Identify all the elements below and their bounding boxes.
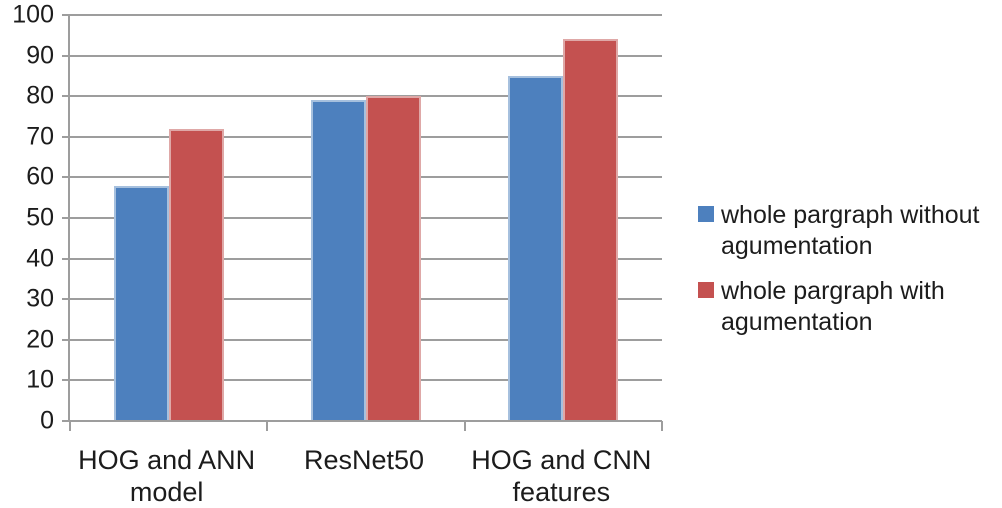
bar-group-2 <box>267 15 464 421</box>
x-axis-tick <box>661 421 663 431</box>
x-axis-tick <box>463 421 466 431</box>
y-tick-label-20: 20 <box>26 325 54 354</box>
y-axis-labels: 0 10 20 30 40 50 60 70 80 90 100 <box>0 2 54 433</box>
bar-series1-2 <box>310 100 366 421</box>
legend-label: whole pargraph with agumentation <box>721 276 945 336</box>
y-tick-label-80: 80 <box>26 81 54 110</box>
bar-series2-1 <box>168 128 224 421</box>
x-axis-tick <box>69 421 71 431</box>
legend-swatch-icon <box>698 206 714 222</box>
x-category-label-2: ResNet50 <box>303 445 425 475</box>
y-tick-label-70: 70 <box>26 122 54 151</box>
x-category-label-3: HOG and CNN features <box>471 445 652 508</box>
plot-area <box>62 14 663 431</box>
legend-label: whole pargraph without agumentation <box>721 201 980 261</box>
y-tick-label-60: 60 <box>26 162 54 191</box>
legend-item-2: whole pargraph with agumentation <box>698 276 1001 339</box>
y-tick-label-30: 30 <box>26 284 54 313</box>
legend-item-1: whole pargraph without agumentation <box>698 200 1001 263</box>
legend: whole pargraph without agumentation whole… <box>698 200 1001 338</box>
y-tick-label-90: 90 <box>26 41 54 70</box>
bar-series2-3 <box>563 39 619 421</box>
bar-series2-2 <box>365 96 421 421</box>
gridline-80 <box>62 95 662 98</box>
bar-groups <box>70 15 662 421</box>
bar-series1-1 <box>113 185 169 421</box>
x-category-label-1: HOG and ANN model <box>78 445 256 508</box>
legend-swatch-icon <box>698 281 714 298</box>
gridline-100 <box>62 14 662 16</box>
y-tick-label-50: 50 <box>26 203 54 232</box>
x-axis-tick <box>266 421 269 431</box>
gridline-90 <box>62 54 662 57</box>
y-tick-label-0: 0 <box>40 406 54 435</box>
bar-group-1 <box>70 15 267 421</box>
y-tick-label-10: 10 <box>26 365 54 394</box>
y-tick-label-40: 40 <box>26 244 54 273</box>
gridline-0 <box>62 420 662 422</box>
bar-group-3 <box>465 15 662 421</box>
bar-series1-3 <box>508 75 564 421</box>
y-tick-label-100: 100 <box>12 0 54 29</box>
x-axis-labels: HOG and ANN model ResNet50 HOG and CNN fea… <box>68 444 660 508</box>
